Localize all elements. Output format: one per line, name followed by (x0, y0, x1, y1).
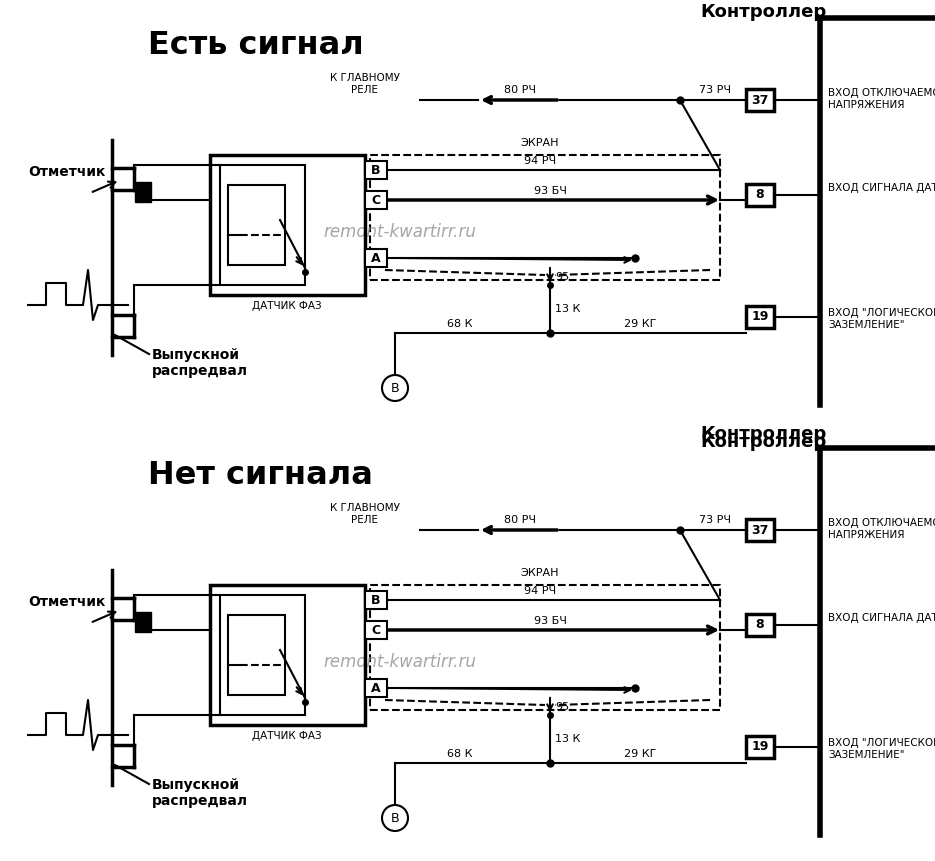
Text: В: В (391, 381, 399, 394)
Text: ВХОД ОТКЛЮЧАЕМОГО
НАПРЯЖЕНИЯ: ВХОД ОТКЛЮЧАЕМОГО НАПРЯЖЕНИЯ (828, 88, 935, 109)
Text: ВХОД СИГНАЛА ДАТЧИКА ФАЗ: ВХОД СИГНАЛА ДАТЧИКА ФАЗ (828, 613, 935, 623)
Bar (220, 165, 305, 285)
Bar (746, 184, 774, 206)
Text: Нет сигнала: Нет сигнала (148, 460, 373, 491)
Bar (746, 736, 774, 758)
Bar (135, 182, 151, 202)
Bar (365, 591, 387, 609)
Bar (746, 89, 774, 111)
Text: Отметчик: Отметчик (28, 595, 106, 609)
Text: ЭКРАН: ЭКРАН (521, 138, 559, 148)
Bar (210, 585, 365, 725)
Text: 95: 95 (555, 702, 569, 712)
Text: Контроллер: Контроллер (700, 433, 827, 451)
Text: 37: 37 (752, 523, 769, 536)
Bar (370, 155, 720, 280)
Text: К ГЛАВНОМУ
РЕЛЕ: К ГЛАВНОМУ РЕЛЕ (330, 504, 400, 525)
Text: 73 РЧ: 73 РЧ (699, 85, 731, 95)
Text: 94 РЧ: 94 РЧ (524, 586, 556, 596)
Text: B: B (371, 164, 381, 177)
Text: 95: 95 (555, 272, 569, 282)
Text: 68 К: 68 К (447, 749, 473, 759)
Bar (365, 191, 387, 209)
Bar (210, 155, 365, 295)
Bar (220, 595, 305, 715)
Bar (365, 621, 387, 639)
Text: Контроллер: Контроллер (700, 425, 827, 443)
Text: Есть сигнал: Есть сигнал (148, 29, 364, 60)
Bar (365, 679, 387, 697)
Text: 8: 8 (755, 618, 764, 631)
Bar (135, 612, 151, 632)
Text: 37: 37 (752, 94, 769, 107)
Text: 19: 19 (752, 311, 769, 324)
Text: 13 К: 13 К (555, 734, 581, 744)
Text: Выпускной
распредвал: Выпускной распредвал (152, 778, 248, 808)
Text: ВХОД ОТКЛЮЧАЕМОГО
НАПРЯЖЕНИЯ: ВХОД ОТКЛЮЧАЕМОГО НАПРЯЖЕНИЯ (828, 518, 935, 540)
Text: ВХОД СИГНАЛА ДАТЧИКА ФАЗ: ВХОД СИГНАЛА ДАТЧИКА ФАЗ (828, 183, 935, 193)
Text: 80 РЧ: 80 РЧ (504, 515, 536, 525)
Bar (746, 614, 774, 636)
Text: В: В (391, 812, 399, 825)
Text: remont-kwartirr.ru: remont-kwartirr.ru (324, 653, 477, 671)
Text: Выпускной
распредвал: Выпускной распредвал (152, 348, 248, 378)
Text: 93 БЧ: 93 БЧ (534, 186, 567, 196)
Bar (228, 185, 285, 265)
Bar (370, 585, 720, 710)
Text: ДАТЧИК ФАЗ: ДАТЧИК ФАЗ (252, 301, 322, 311)
Text: 8: 8 (755, 189, 764, 201)
Text: 93 БЧ: 93 БЧ (534, 616, 567, 626)
Text: 94 РЧ: 94 РЧ (524, 156, 556, 166)
Text: 13 К: 13 К (555, 304, 581, 314)
Text: ВХОД "ЛОГИЧЕСКОЕ
ЗАЗЕМЛЕНИЕ": ВХОД "ЛОГИЧЕСКОЕ ЗАЗЕМЛЕНИЕ" (828, 308, 935, 330)
Text: C: C (371, 623, 381, 636)
Bar (365, 249, 387, 267)
Text: ДАТЧИК ФАЗ: ДАТЧИК ФАЗ (252, 731, 322, 741)
Text: ВХОД "ЛОГИЧЕСКОЕ
ЗАЗЕМЛЕНИЕ": ВХОД "ЛОГИЧЕСКОЕ ЗАЗЕМЛЕНИЕ" (828, 738, 935, 759)
Text: Отметчик: Отметчик (28, 165, 106, 179)
Text: A: A (371, 682, 381, 695)
Bar (746, 519, 774, 541)
Text: 73 РЧ: 73 РЧ (699, 515, 731, 525)
Text: 68 К: 68 К (447, 319, 473, 329)
Bar (228, 615, 285, 695)
Bar (365, 161, 387, 179)
Text: A: A (371, 251, 381, 264)
Text: B: B (371, 593, 381, 606)
Text: 19: 19 (752, 740, 769, 753)
Text: Контроллер: Контроллер (700, 3, 827, 21)
Bar (746, 306, 774, 328)
Text: К ГЛАВНОМУ
РЕЛЕ: К ГЛАВНОМУ РЕЛЕ (330, 73, 400, 95)
Text: remont-kwartirr.ru: remont-kwartirr.ru (324, 223, 477, 241)
Text: 29 КГ: 29 КГ (624, 749, 656, 759)
Text: C: C (371, 194, 381, 207)
Text: 29 КГ: 29 КГ (624, 319, 656, 329)
Text: ЭКРАН: ЭКРАН (521, 568, 559, 578)
Text: 80 РЧ: 80 РЧ (504, 85, 536, 95)
